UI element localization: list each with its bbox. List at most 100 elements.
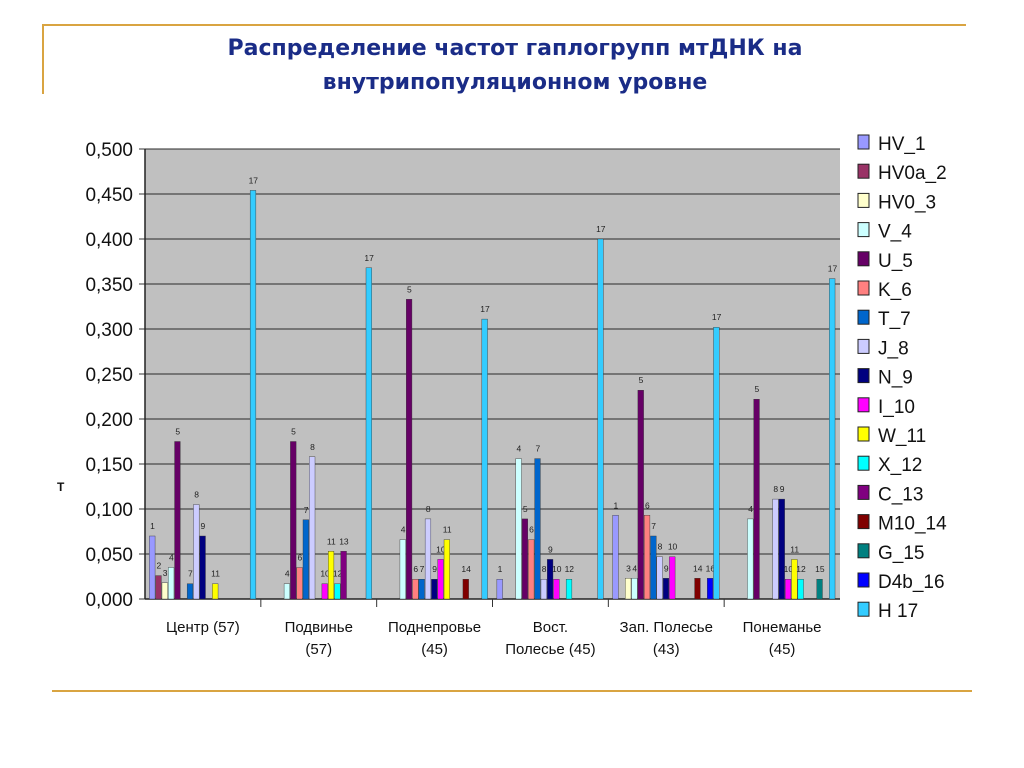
bar-data-label: 3: [163, 568, 168, 578]
bar-data-label: 6: [529, 525, 534, 535]
bar: [515, 458, 522, 600]
bar: [791, 559, 798, 600]
bar-data-label: 10: [784, 564, 794, 574]
legend-swatch: [857, 543, 870, 559]
bar: [193, 504, 200, 600]
bar-data-label: 5: [639, 375, 644, 385]
bar-data-label: 13: [339, 536, 349, 546]
bar-data-label: 4: [632, 563, 637, 573]
bar-data-label: 9: [664, 563, 669, 573]
bar: [283, 583, 291, 600]
x-category-label: Подвинье (57): [285, 619, 353, 658]
y-tick-label: 0,050: [85, 545, 133, 566]
bar-data-label: 9: [548, 544, 553, 554]
bar: [644, 515, 651, 600]
bar-data-label: 7: [304, 505, 309, 515]
x-category-label-line: (57): [305, 641, 332, 658]
legend-entry: M10_14: [878, 514, 947, 535]
bar: [521, 518, 528, 600]
bar: [431, 579, 438, 600]
bar: [412, 579, 419, 600]
bar-data-label: 9: [201, 521, 206, 531]
bar-data-label: 5: [523, 504, 528, 514]
bar: [249, 190, 257, 600]
y-tick-label: 0,450: [85, 185, 133, 206]
bar: [553, 579, 560, 600]
bar-data-label: 7: [535, 444, 540, 454]
bar-data-label: 8: [426, 504, 431, 514]
bar: [212, 583, 219, 600]
bar: [612, 515, 619, 600]
bar: [309, 456, 316, 600]
x-category-label-line: Понеманье: [743, 619, 822, 636]
bar-data-label: 5: [407, 284, 412, 294]
bar: [168, 567, 175, 600]
bar: [597, 238, 604, 600]
legend-swatch: [857, 572, 870, 588]
bar: [650, 535, 657, 600]
bar-data-label: 17: [364, 253, 374, 263]
bar: [155, 575, 162, 600]
legend-entry: H 17: [878, 601, 918, 622]
bar-data-label: 1: [613, 500, 618, 510]
bar-data-label: 2: [156, 561, 161, 571]
bar: [534, 458, 541, 600]
bar-data-label: 17: [249, 175, 259, 185]
bar-data-label: 6: [297, 553, 302, 563]
legend-swatch: [857, 338, 870, 354]
y-tick-label: 0,350: [85, 275, 133, 296]
title-line-1: Распределение частот гаплогрупп мтДНК на: [227, 36, 803, 61]
bar: [656, 556, 663, 600]
bar: [565, 579, 573, 600]
x-category-label: Зап. Полесье (43): [620, 619, 713, 658]
legend-entry: V_4: [878, 222, 912, 243]
bar-data-label: 4: [748, 504, 753, 514]
bar: [637, 390, 644, 600]
x-category-label-line: (43): [653, 641, 680, 658]
bar: [772, 498, 779, 600]
y-tick-label: 0,400: [85, 230, 133, 251]
y-tick-label: 0,250: [85, 365, 133, 386]
bar-data-label: 7: [420, 564, 425, 574]
bar: [713, 326, 720, 600]
bar-data-label: 17: [480, 304, 490, 314]
legend-entry: K_6: [878, 280, 912, 301]
bar: [334, 583, 341, 600]
bar-data-label: 1: [150, 521, 155, 531]
bar: [707, 578, 714, 600]
bar-data-label: 8: [773, 484, 778, 494]
bar-data-label: 6: [413, 564, 418, 574]
x-category-label: Вост. Полесье (45): [505, 619, 595, 658]
bar-data-label: 15: [815, 564, 825, 574]
bar: [321, 583, 328, 600]
bar-data-label: 8: [194, 490, 199, 500]
bar-data-label: 14: [693, 563, 703, 573]
legend-entry: X_12: [878, 455, 922, 476]
legend-swatch: [857, 134, 870, 150]
bar: [829, 278, 836, 600]
bar-data-label: 9: [432, 564, 437, 574]
bar-data-label: 11: [790, 544, 799, 554]
bar-data-label: 12: [565, 564, 575, 574]
left-accent-rule: [42, 24, 44, 94]
legend-entry: G_15: [878, 543, 924, 564]
legend-entry: C_13: [878, 484, 923, 505]
bar: [340, 551, 347, 600]
bar: [631, 578, 638, 600]
bar-data-label: 7: [188, 569, 193, 579]
bar-data-label: 11: [211, 569, 220, 579]
bar: [302, 519, 309, 600]
bar: [424, 518, 432, 600]
y-tick-label: 0,500: [85, 140, 133, 161]
bar-data-label: 4: [169, 553, 174, 563]
x-category-label-line: Зап. Полесье: [620, 619, 713, 636]
x-category-label-line: Центр (57): [166, 619, 240, 636]
bar-data-label: 8: [658, 542, 663, 552]
bar: [816, 579, 823, 600]
legend-swatch: [857, 192, 870, 208]
top-rule: [42, 24, 966, 26]
page-title: Распределение частот гаплогрупп мтДНК на…: [60, 32, 970, 100]
bar-data-label: 6: [645, 500, 650, 510]
x-category-label-line: Полесье (45): [505, 641, 595, 658]
bar: [328, 551, 335, 600]
